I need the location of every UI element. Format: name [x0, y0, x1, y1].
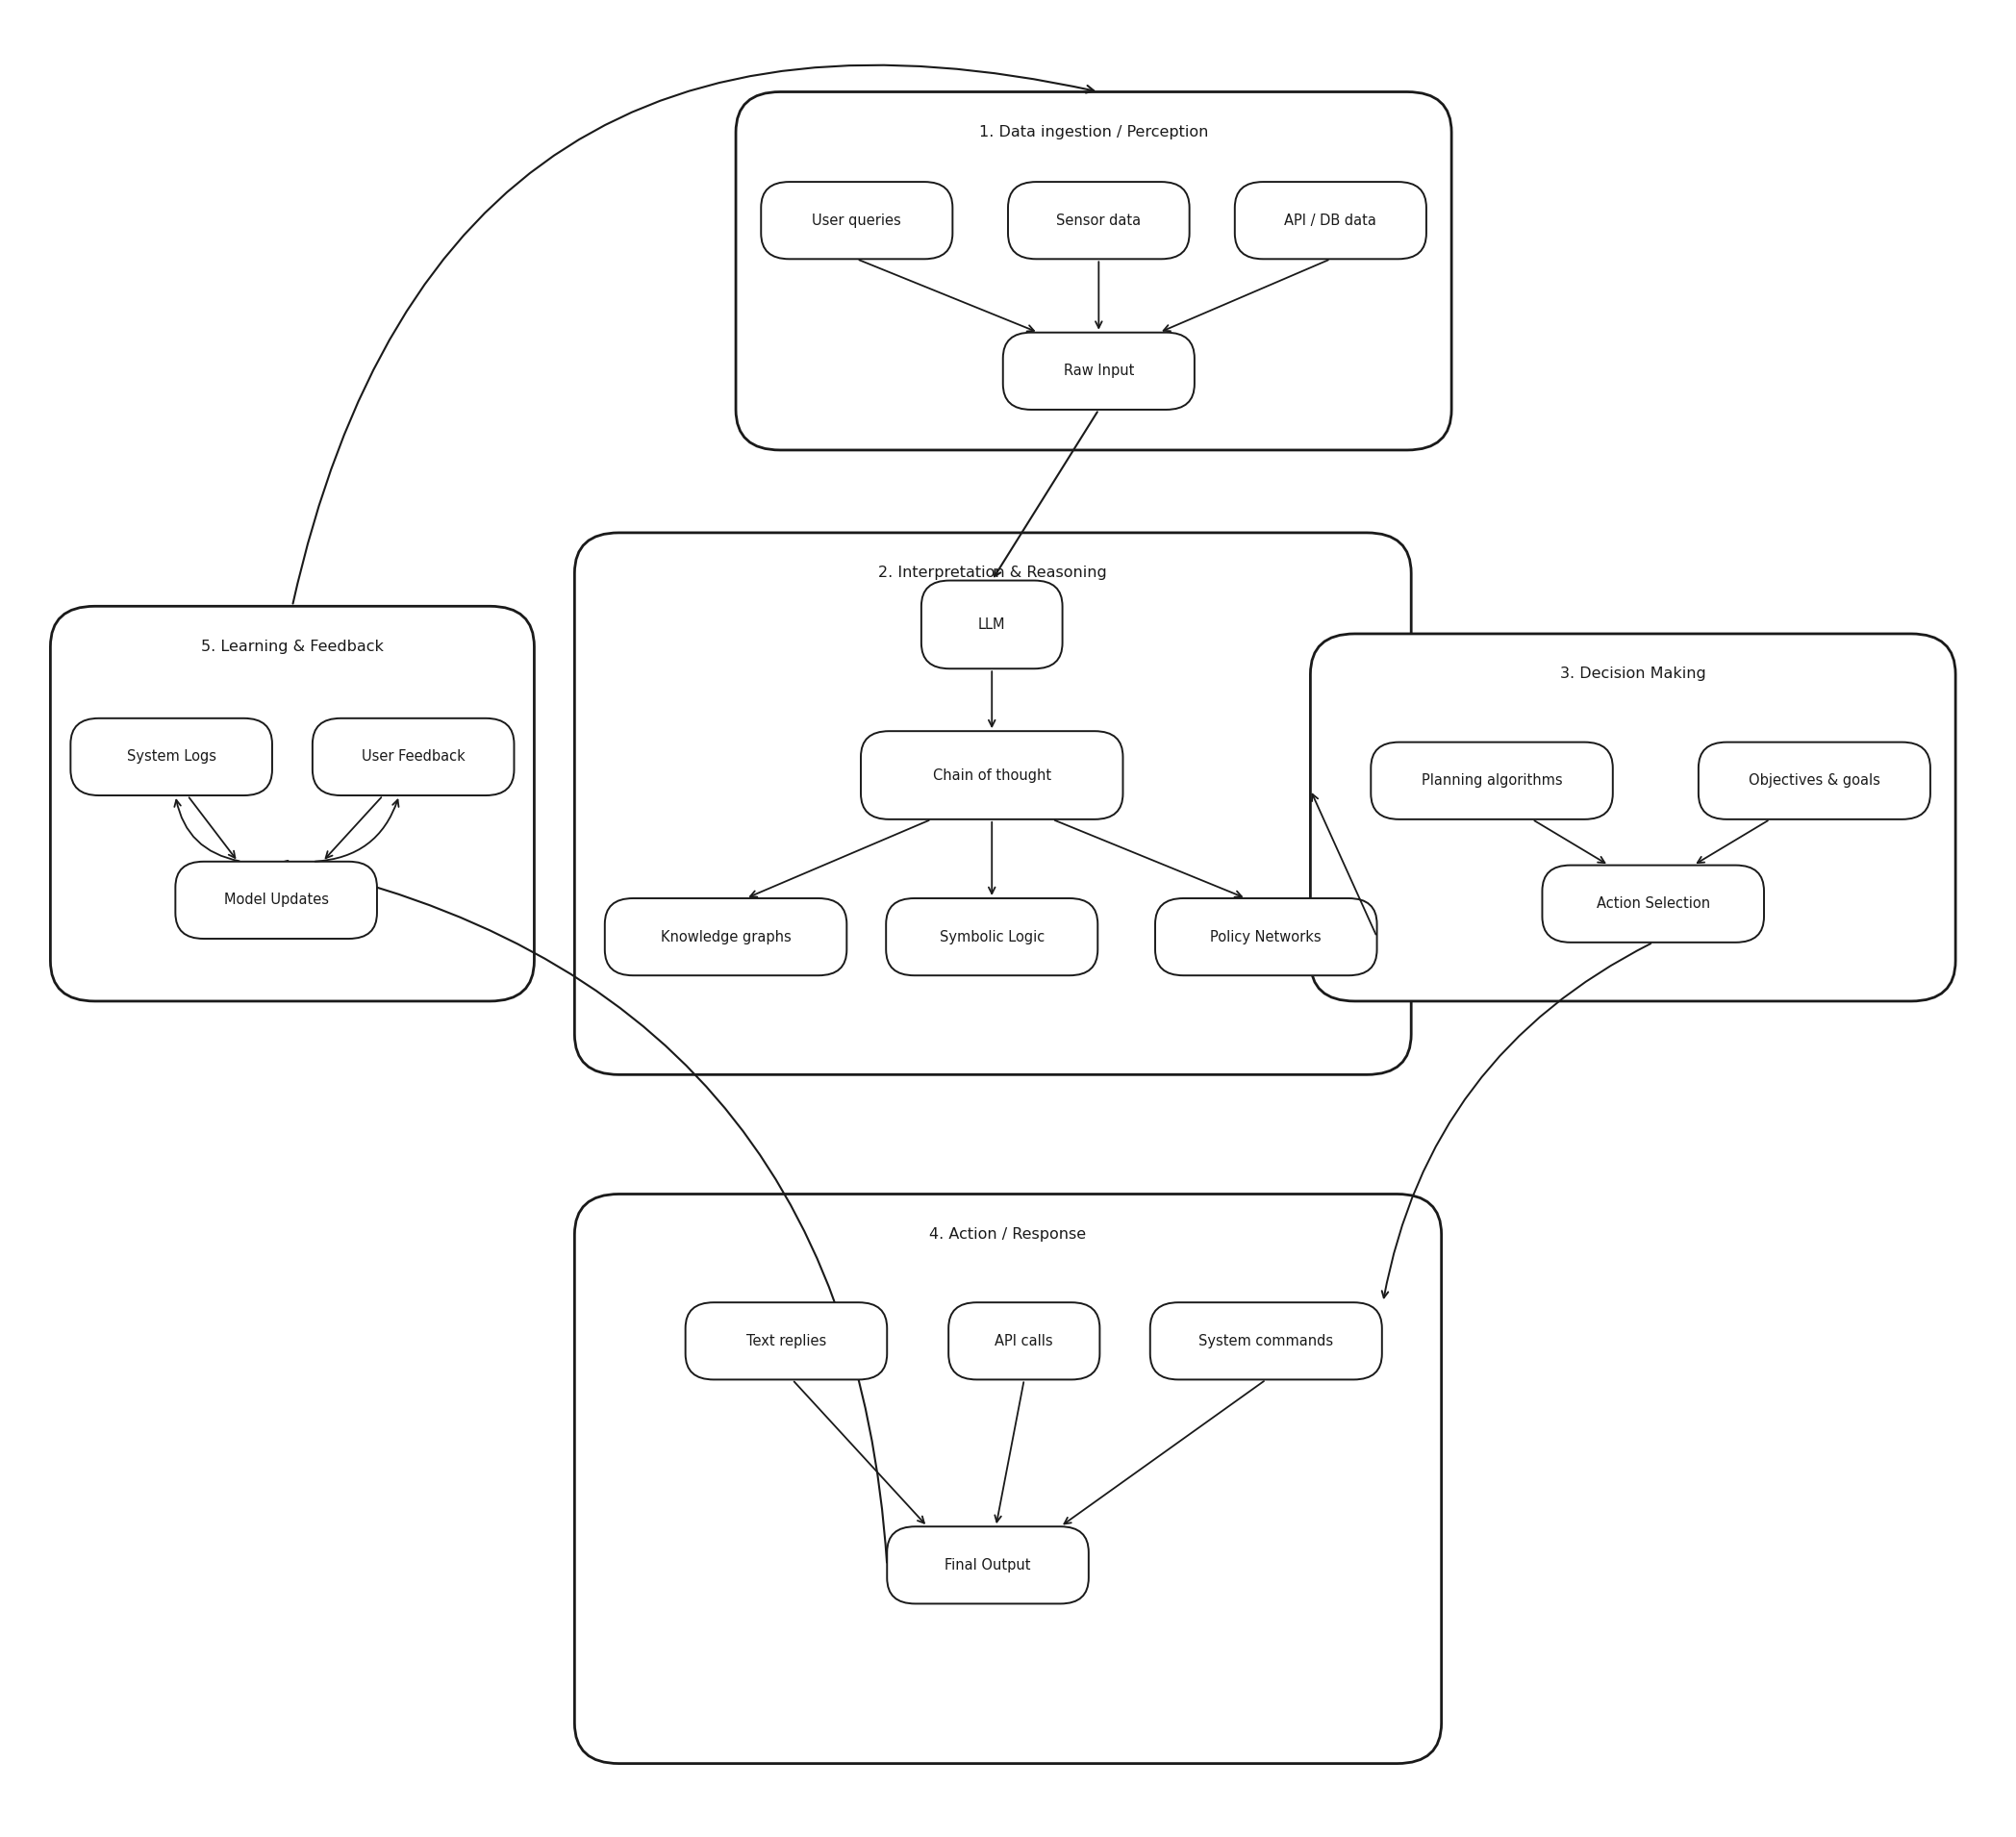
Text: Objectives & goals: Objectives & goals — [1748, 773, 1881, 788]
Text: Model Updates: Model Updates — [224, 893, 329, 907]
Text: Planning algorithms: Planning algorithms — [1421, 773, 1562, 788]
FancyBboxPatch shape — [1234, 182, 1427, 259]
Text: Final Output: Final Output — [946, 1558, 1030, 1572]
FancyBboxPatch shape — [71, 718, 272, 795]
Text: API / DB data: API / DB data — [1284, 213, 1377, 228]
FancyBboxPatch shape — [736, 92, 1452, 450]
FancyBboxPatch shape — [1155, 898, 1377, 975]
Text: API calls: API calls — [996, 1334, 1052, 1348]
FancyBboxPatch shape — [575, 1194, 1441, 1764]
Text: System Logs: System Logs — [127, 749, 216, 764]
FancyBboxPatch shape — [887, 1527, 1089, 1604]
Text: User queries: User queries — [812, 213, 901, 228]
FancyBboxPatch shape — [1004, 332, 1193, 410]
FancyBboxPatch shape — [175, 862, 377, 939]
Text: System commands: System commands — [1200, 1334, 1333, 1348]
FancyBboxPatch shape — [50, 606, 534, 1001]
FancyBboxPatch shape — [1149, 1302, 1383, 1380]
FancyBboxPatch shape — [887, 898, 1097, 975]
Text: Sensor data: Sensor data — [1056, 213, 1141, 228]
FancyBboxPatch shape — [1371, 742, 1613, 819]
FancyBboxPatch shape — [762, 182, 952, 259]
Text: Policy Networks: Policy Networks — [1210, 930, 1322, 944]
Text: 4. Action / Response: 4. Action / Response — [929, 1227, 1087, 1242]
Text: Symbolic Logic: Symbolic Logic — [939, 930, 1044, 944]
Text: 2. Interpretation & Reasoning: 2. Interpretation & Reasoning — [879, 566, 1107, 580]
FancyBboxPatch shape — [312, 718, 514, 795]
FancyBboxPatch shape — [1008, 182, 1189, 259]
FancyBboxPatch shape — [575, 533, 1411, 1075]
FancyBboxPatch shape — [685, 1302, 887, 1380]
FancyBboxPatch shape — [948, 1302, 1101, 1380]
FancyBboxPatch shape — [1310, 634, 1956, 1001]
Text: Raw Input: Raw Input — [1062, 364, 1135, 378]
Text: LLM: LLM — [978, 617, 1006, 632]
Text: Action Selection: Action Selection — [1597, 896, 1710, 911]
FancyBboxPatch shape — [921, 580, 1062, 669]
Text: 5. Learning & Feedback: 5. Learning & Feedback — [202, 639, 383, 654]
Text: 3. Decision Making: 3. Decision Making — [1560, 667, 1706, 682]
FancyBboxPatch shape — [1542, 865, 1764, 942]
Text: 1. Data ingestion / Perception: 1. Data ingestion / Perception — [980, 125, 1208, 140]
FancyBboxPatch shape — [1697, 742, 1931, 819]
FancyBboxPatch shape — [861, 731, 1123, 819]
Text: Knowledge graphs: Knowledge graphs — [661, 930, 790, 944]
Text: User Feedback: User Feedback — [361, 749, 466, 764]
Text: Text replies: Text replies — [746, 1334, 827, 1348]
FancyBboxPatch shape — [605, 898, 847, 975]
Text: Chain of thought: Chain of thought — [933, 768, 1050, 783]
